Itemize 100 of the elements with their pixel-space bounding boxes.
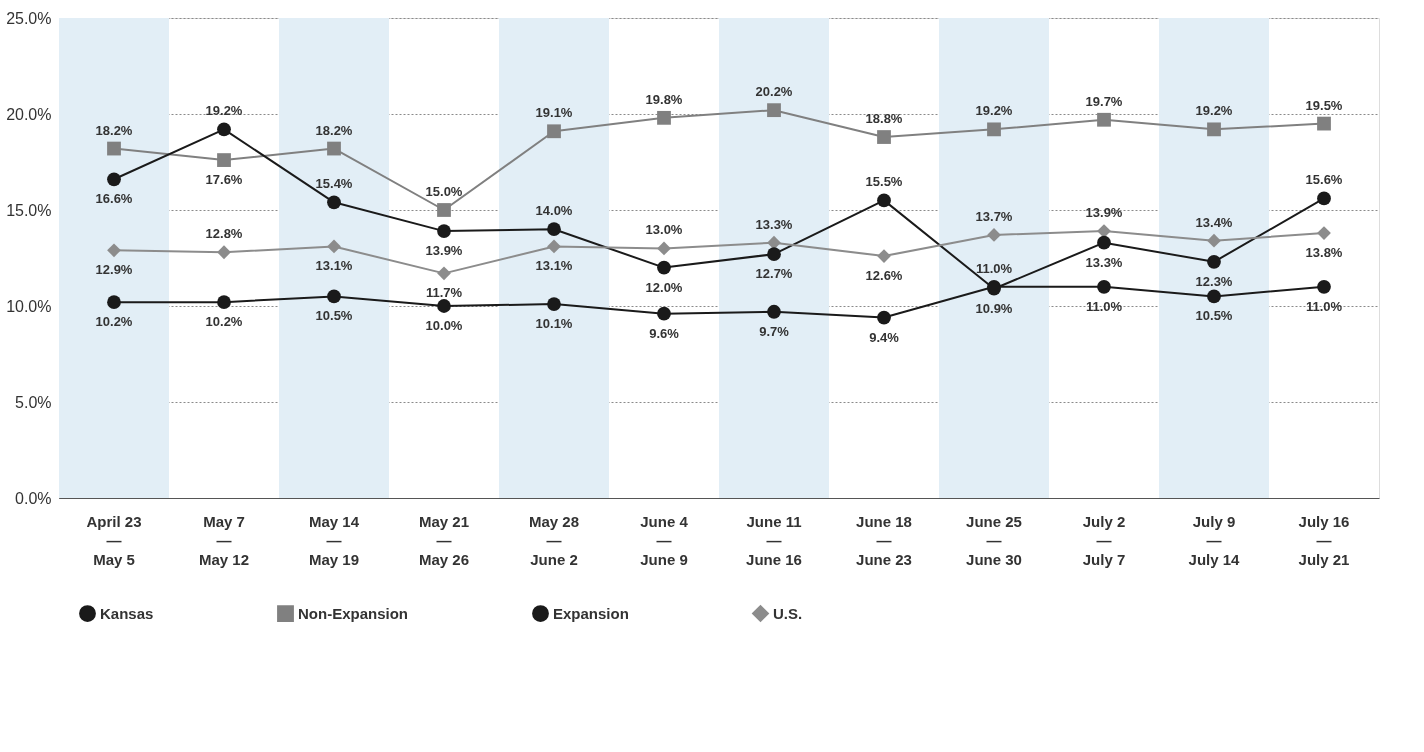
y-tick-label: 25.0% bbox=[6, 9, 52, 27]
point bbox=[327, 195, 341, 210]
point bbox=[1317, 279, 1331, 294]
data-label: 12.6% bbox=[865, 268, 903, 284]
data-label: 19.5% bbox=[1305, 97, 1343, 113]
data-label: 17.6% bbox=[205, 172, 243, 188]
point bbox=[547, 222, 561, 237]
point bbox=[437, 203, 451, 217]
point bbox=[1317, 116, 1331, 131]
data-label: 15.5% bbox=[865, 174, 903, 190]
point bbox=[657, 110, 671, 125]
data-label: 13.7% bbox=[975, 208, 1013, 224]
data-label: 19.2% bbox=[205, 103, 243, 119]
point bbox=[107, 172, 121, 187]
point bbox=[107, 295, 121, 310]
data-label: 11.0% bbox=[1085, 298, 1123, 314]
data-label: 11.0% bbox=[1305, 298, 1343, 314]
point bbox=[217, 245, 231, 260]
point bbox=[1317, 191, 1331, 206]
point bbox=[437, 224, 451, 238]
point bbox=[877, 130, 891, 144]
point bbox=[657, 260, 671, 275]
data-label: 13.9% bbox=[1085, 205, 1123, 221]
data-label: 14.0% bbox=[535, 203, 573, 219]
y-tick-label: 15.0% bbox=[6, 201, 52, 219]
point bbox=[987, 122, 1001, 137]
x-tick-label: June 18 — June 23 bbox=[856, 512, 912, 568]
x-tick-label: July 2 — July 7 bbox=[1082, 512, 1126, 568]
point bbox=[547, 297, 561, 311]
point bbox=[1207, 254, 1221, 269]
data-label: 15.6% bbox=[1305, 172, 1343, 188]
point bbox=[217, 153, 231, 167]
point bbox=[107, 243, 121, 258]
x-tick-label: June 4 — June 9 bbox=[640, 512, 689, 568]
point bbox=[437, 299, 451, 313]
x-tick-label: May 28 — June 2 bbox=[528, 512, 580, 568]
data-label: 13.0% bbox=[645, 222, 683, 238]
data-label: 19.7% bbox=[1085, 93, 1123, 109]
data-label: 9.4% bbox=[869, 329, 900, 345]
data-label: 10.5% bbox=[1195, 308, 1233, 324]
data-label: 13.3% bbox=[1085, 254, 1123, 270]
point bbox=[767, 304, 781, 319]
data-label: 13.1% bbox=[535, 258, 573, 274]
data-label: 19.1% bbox=[535, 105, 573, 121]
x-tick-label: July 16 — July 21 bbox=[1298, 512, 1350, 568]
y-tick-label: 20.0% bbox=[6, 105, 52, 123]
point bbox=[1207, 289, 1221, 304]
x-tick-label: June 25 — June 30 bbox=[966, 512, 1022, 568]
point bbox=[327, 239, 341, 254]
point bbox=[877, 310, 891, 325]
point bbox=[547, 239, 561, 254]
data-label: 10.1% bbox=[535, 316, 573, 332]
data-label: 15.4% bbox=[315, 176, 353, 192]
data-label: 19.8% bbox=[645, 91, 683, 107]
data-label: 12.9% bbox=[95, 262, 133, 278]
x-tick-label: June 11 — June 16 bbox=[746, 512, 802, 568]
data-label: 19.2% bbox=[1195, 103, 1233, 119]
data-label: 18.8% bbox=[865, 111, 903, 127]
data-label: 13.1% bbox=[315, 258, 353, 274]
data-label: 11.0% bbox=[975, 260, 1013, 276]
point bbox=[107, 141, 121, 156]
point bbox=[1097, 279, 1111, 294]
legend-label: Kansas bbox=[100, 604, 154, 622]
point bbox=[437, 266, 451, 281]
data-label: 10.0% bbox=[425, 318, 463, 333]
x-tick-label: May 7 — May 12 bbox=[198, 512, 250, 568]
point bbox=[767, 103, 781, 118]
y-tick-label: 0.0% bbox=[15, 489, 52, 507]
data-label: 13.3% bbox=[755, 216, 793, 232]
data-label: 13.8% bbox=[1305, 245, 1343, 261]
data-label: 12.3% bbox=[1195, 273, 1233, 289]
data-label: 9.7% bbox=[759, 323, 790, 339]
x-tick-label: July 9 — July 14 bbox=[1188, 512, 1241, 568]
point bbox=[217, 122, 231, 137]
data-label: 12.7% bbox=[755, 266, 793, 282]
data-label: 9.6% bbox=[649, 325, 680, 341]
data-label: 10.9% bbox=[975, 300, 1013, 316]
point bbox=[1207, 233, 1221, 248]
data-label: 19.2% bbox=[975, 103, 1013, 119]
data-label: 10.5% bbox=[315, 308, 353, 324]
point bbox=[327, 289, 341, 304]
point bbox=[767, 235, 781, 250]
legend-label: Expansion bbox=[553, 604, 629, 622]
data-label: 13.9% bbox=[425, 243, 463, 259]
point bbox=[767, 247, 781, 262]
y-tick-label: 10.0% bbox=[6, 297, 52, 315]
point bbox=[327, 141, 341, 156]
legend-label: U.S. bbox=[773, 604, 803, 622]
point bbox=[1207, 122, 1221, 137]
data-label: 10.2% bbox=[95, 314, 133, 330]
data-label: 16.6% bbox=[95, 191, 133, 207]
data-label: 18.2% bbox=[95, 122, 133, 138]
x-tick-label: May 14 — May 19 bbox=[308, 512, 360, 568]
y-tick-label: 5.0% bbox=[15, 393, 52, 411]
point bbox=[877, 193, 891, 208]
data-label: 12.0% bbox=[645, 279, 683, 295]
point bbox=[217, 295, 231, 310]
point bbox=[1097, 112, 1111, 127]
x-tick-label: May 21 — May 26 bbox=[418, 512, 470, 568]
data-label: 18.2% bbox=[315, 122, 353, 138]
